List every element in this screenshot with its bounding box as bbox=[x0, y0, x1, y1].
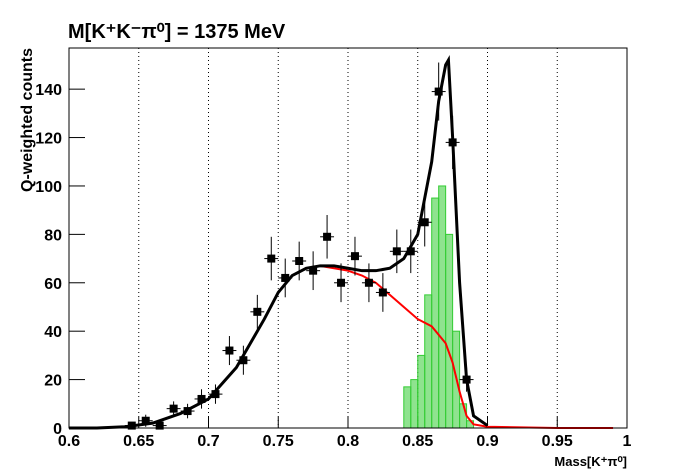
data-point bbox=[309, 266, 318, 275]
plot-frame bbox=[68, 47, 628, 429]
histogram-bar bbox=[424, 294, 433, 429]
histogram-bar bbox=[438, 185, 447, 429]
data-point bbox=[392, 247, 401, 256]
data-point bbox=[267, 254, 276, 263]
y-tick-label: 80 bbox=[44, 227, 62, 244]
y-tick-label: 40 bbox=[44, 324, 62, 341]
y-tick-label: 100 bbox=[35, 179, 62, 196]
x-tick-label: 0.75 bbox=[263, 433, 294, 450]
histogram-bar bbox=[445, 233, 454, 429]
data-point bbox=[337, 278, 346, 287]
x-tick-label: 0.95 bbox=[542, 433, 573, 450]
data-point bbox=[127, 421, 136, 430]
data-point bbox=[420, 218, 429, 227]
histogram-bar bbox=[431, 197, 440, 429]
data-point bbox=[225, 346, 234, 355]
data-point bbox=[211, 390, 220, 399]
x-tick-label: 0.9 bbox=[476, 433, 498, 450]
data-point bbox=[350, 252, 359, 261]
x-tick-label: 0.85 bbox=[402, 433, 433, 450]
y-tick-label: 120 bbox=[35, 131, 62, 148]
histogram-bar bbox=[459, 403, 468, 429]
data-point bbox=[183, 407, 192, 416]
data-point bbox=[281, 273, 290, 282]
chart-title: M[K⁺K⁻π⁰] = 1375 MeV bbox=[68, 21, 286, 43]
data-point bbox=[155, 421, 164, 430]
data-point bbox=[141, 416, 150, 425]
data-point bbox=[434, 87, 443, 96]
x-axis-label: Mass[K⁺π⁰] bbox=[554, 454, 627, 469]
y-tick-label: 140 bbox=[35, 82, 62, 99]
x-tick-label: 1 bbox=[623, 433, 632, 450]
y-tick-label: 20 bbox=[44, 373, 62, 390]
histogram-bar bbox=[403, 386, 412, 429]
data-point bbox=[462, 375, 471, 384]
data-point bbox=[253, 307, 262, 316]
y-tick-label: 60 bbox=[44, 276, 62, 293]
histogram-bar bbox=[410, 379, 419, 429]
data-point bbox=[197, 394, 206, 403]
x-tick-label: 0.7 bbox=[197, 433, 219, 450]
data-point bbox=[295, 256, 304, 265]
x-tick-label: 0.65 bbox=[123, 433, 154, 450]
histogram-bar bbox=[417, 354, 426, 429]
data-point bbox=[364, 278, 373, 287]
data-point bbox=[323, 232, 332, 241]
y-tick-label: 0 bbox=[53, 421, 62, 438]
y-axis-label: Q-weighted counts bbox=[19, 48, 36, 192]
data-point bbox=[406, 247, 415, 256]
x-tick-label: 0.6 bbox=[58, 433, 80, 450]
x-tick-label: 0.8 bbox=[337, 433, 359, 450]
data-point bbox=[169, 404, 178, 413]
data-point bbox=[448, 138, 457, 147]
data-point bbox=[239, 356, 248, 365]
data-point bbox=[378, 288, 387, 297]
